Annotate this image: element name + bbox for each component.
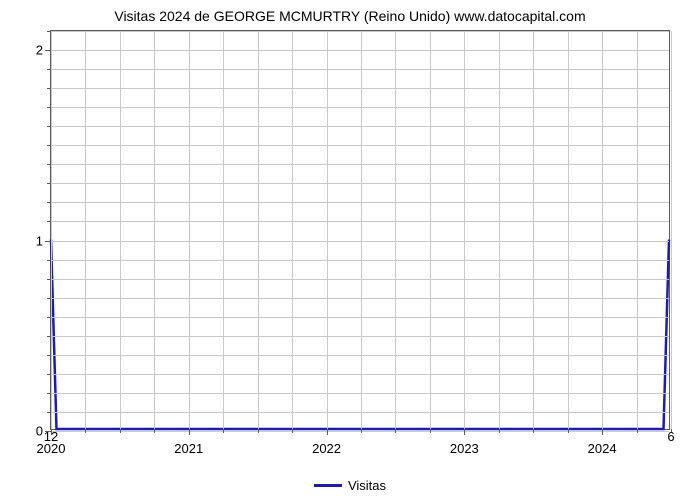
y-minor-mark: [47, 69, 51, 70]
grid-line-v: [464, 31, 465, 429]
grid-line-v: [533, 31, 534, 429]
grid-line-h: [51, 374, 669, 375]
x-minor-mark: [568, 429, 569, 433]
x-minor-mark: [499, 429, 500, 433]
grid-line-v: [258, 31, 259, 429]
grid-line-v: [499, 31, 500, 429]
grid-line-v: [430, 31, 431, 429]
x-minor-mark: [223, 429, 224, 433]
x-minor-mark: [637, 429, 638, 433]
grid-line-h: [51, 183, 669, 184]
grid-line-h: [51, 298, 669, 299]
grid-line-v: [292, 31, 293, 429]
y-minor-mark: [47, 317, 51, 318]
grid-line-v: [120, 31, 121, 429]
grid-line-h: [51, 317, 669, 318]
grid-line-h: [51, 69, 669, 70]
grid-line-v: [51, 31, 52, 429]
x-minor-mark: [154, 429, 155, 433]
x-minor-mark: [533, 429, 534, 433]
y-minor-mark: [47, 88, 51, 89]
x-minor-mark: [292, 429, 293, 433]
chart-title: Visitas 2024 de GEORGE MCMURTRY (Reino U…: [0, 8, 700, 24]
grid-line-h: [51, 50, 669, 51]
y-minor-mark: [47, 164, 51, 165]
x-minor-mark: [120, 429, 121, 433]
legend: Visitas: [314, 478, 386, 493]
grid-line-h: [51, 431, 669, 432]
y-minor-mark: [47, 126, 51, 127]
y-minor-mark: [47, 221, 51, 222]
grid-line-h: [51, 355, 669, 356]
grid-line-h: [51, 126, 669, 127]
y-minor-mark: [47, 412, 51, 413]
plot-area: 01220202021202220232024126: [50, 30, 670, 430]
y-minor-mark: [47, 393, 51, 394]
grid-line-v: [637, 31, 638, 429]
grid-line-h: [51, 221, 669, 222]
grid-line-v: [85, 31, 86, 429]
x-axis2-right-label: 6: [667, 429, 674, 444]
y-minor-mark: [47, 145, 51, 146]
grid-line-v: [395, 31, 396, 429]
y-minor-mark: [47, 31, 51, 32]
x-tick-label: 2022: [312, 429, 341, 456]
grid-line-v: [671, 31, 672, 429]
x-minor-mark: [430, 429, 431, 433]
x-axis2-left-label: 12: [44, 429, 58, 444]
grid-line-h: [51, 393, 669, 394]
y-minor-mark: [47, 336, 51, 337]
legend-label: Visitas: [348, 478, 386, 493]
grid-line-h: [51, 260, 669, 261]
grid-line-h: [51, 202, 669, 203]
x-tick-label: 2021: [174, 429, 203, 456]
y-minor-mark: [47, 107, 51, 108]
grid-line-v: [223, 31, 224, 429]
y-minor-mark: [47, 202, 51, 203]
y-minor-mark: [47, 260, 51, 261]
y-minor-mark: [47, 279, 51, 280]
grid-line-h: [51, 279, 669, 280]
grid-line-h: [51, 31, 669, 32]
y-minor-mark: [47, 355, 51, 356]
legend-swatch: [314, 484, 342, 487]
grid-line-v: [189, 31, 190, 429]
data-series-line: [51, 31, 669, 429]
grid-line-v: [361, 31, 362, 429]
series-polyline: [51, 239, 669, 429]
x-minor-mark: [361, 429, 362, 433]
grid-line-h: [51, 107, 669, 108]
x-tick-label: 2024: [588, 429, 617, 456]
y-minor-mark: [47, 374, 51, 375]
x-minor-mark: [395, 429, 396, 433]
y-minor-mark: [47, 298, 51, 299]
grid-line-h: [51, 336, 669, 337]
x-tick-label: 2023: [450, 429, 479, 456]
grid-line-h: [51, 241, 669, 242]
y-minor-mark: [47, 183, 51, 184]
y-tick-label: 1: [36, 233, 51, 248]
grid-line-h: [51, 412, 669, 413]
x-minor-mark: [85, 429, 86, 433]
grid-line-h: [51, 164, 669, 165]
y-tick-label: 2: [36, 43, 51, 58]
grid-line-v: [154, 31, 155, 429]
grid-line-v: [327, 31, 328, 429]
x-minor-mark: [258, 429, 259, 433]
grid-line-v: [568, 31, 569, 429]
grid-line-h: [51, 88, 669, 89]
grid-line-h: [51, 145, 669, 146]
grid-line-v: [602, 31, 603, 429]
